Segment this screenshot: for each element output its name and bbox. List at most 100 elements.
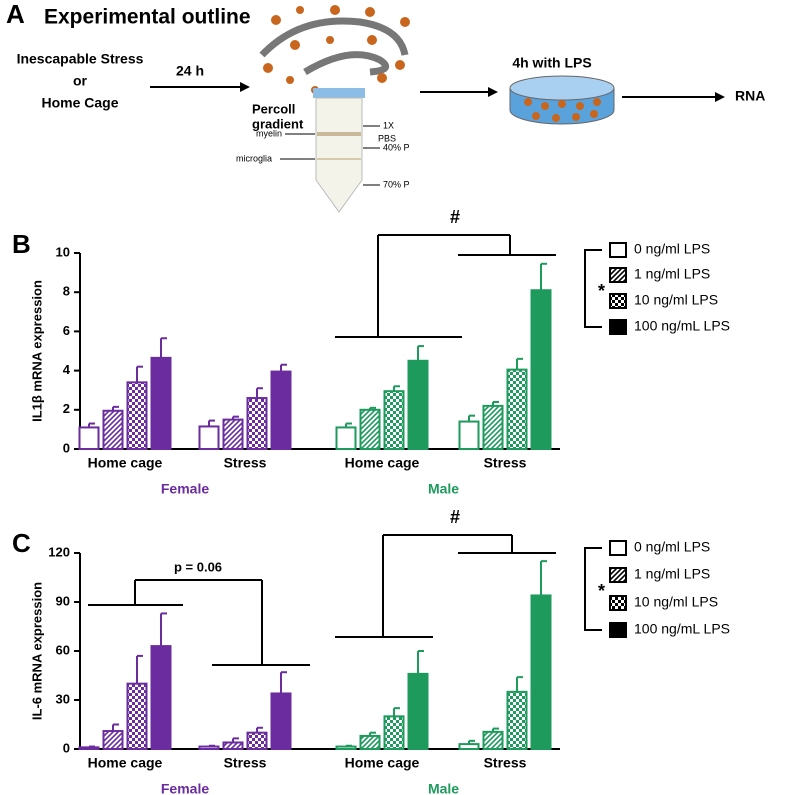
bar	[458, 743, 480, 750]
bar	[506, 368, 528, 450]
y-tick-label: 0	[63, 740, 70, 755]
annotation: #	[450, 507, 460, 527]
legend-label: 0 ng/ml LPS	[634, 241, 710, 257]
bar	[150, 356, 172, 450]
bar	[126, 682, 148, 751]
legend-swatch	[609, 242, 627, 258]
group-label: Female	[161, 481, 209, 497]
bar	[270, 692, 292, 751]
bar	[506, 690, 528, 750]
y-tick-label: 2	[63, 401, 70, 416]
bar	[407, 359, 429, 450]
legend-swatch	[609, 540, 627, 556]
layer-label: 40% P	[383, 142, 410, 152]
x-tick-label: Home cage	[345, 455, 420, 471]
bar	[78, 746, 100, 750]
bar	[482, 730, 504, 750]
myelin-label: myelin	[256, 128, 282, 138]
x-tick-label: Stress	[484, 455, 527, 471]
y-axis-label: IL1β mRNA expression	[29, 280, 44, 422]
legend-swatch	[609, 293, 627, 309]
outline-panel: A Experimental outline Inescapable Stres…	[6, 0, 765, 213]
tube-band	[317, 132, 361, 136]
group-label: Male	[428, 781, 459, 795]
bar	[246, 397, 268, 451]
legend-label: 10 ng/ml LPS	[634, 292, 718, 308]
panel-label: A	[6, 0, 25, 29]
bar	[407, 672, 429, 750]
x-tick-label: Stress	[224, 755, 267, 771]
condition: Home Cage	[41, 95, 118, 111]
y-tick-label: 90	[56, 593, 70, 608]
x-tick-label: Stress	[484, 755, 527, 771]
arrow-head	[240, 82, 250, 92]
bar	[222, 741, 244, 751]
legend-label: 1 ng/ml LPS	[634, 566, 710, 582]
y-tick-label: 6	[63, 323, 70, 338]
microglia-icons	[524, 98, 601, 122]
tube-band	[317, 158, 361, 160]
bar	[246, 731, 268, 751]
condition: Inescapable Stress	[17, 51, 144, 67]
y-tick-label: 8	[63, 284, 70, 299]
layer-label: 70% P	[383, 179, 410, 189]
y-axis-label: IL-6 mRNA expression	[29, 582, 44, 720]
legend-swatch	[609, 567, 627, 583]
legend-label: 100 ng/mL LPS	[634, 318, 730, 334]
bar	[102, 730, 124, 750]
bar	[126, 381, 148, 450]
bar	[198, 425, 220, 450]
y-tick-label: 30	[56, 691, 70, 706]
tube-cap	[313, 88, 365, 98]
bar	[458, 420, 480, 450]
layer-label: 1X	[383, 120, 394, 130]
bar	[335, 426, 357, 451]
bar	[78, 426, 100, 451]
bar	[482, 404, 504, 451]
y-tick-label: 120	[48, 544, 70, 559]
output-label: RNA	[735, 88, 765, 104]
annotation: *	[598, 581, 605, 601]
percoll-label: Percoll	[252, 101, 295, 116]
legend-swatch	[609, 319, 627, 335]
percoll-label: gradient	[252, 116, 304, 131]
y-tick-label: 0	[63, 440, 70, 455]
bar	[335, 745, 357, 750]
legend-swatch	[609, 267, 627, 283]
legend-swatch	[609, 622, 627, 638]
bar	[359, 408, 381, 450]
annotation: p = 0.06	[174, 559, 222, 574]
brain-icon	[259, 17, 409, 58]
legend-label: 10 ng/ml LPS	[634, 594, 718, 610]
microglia-label: microglia	[236, 153, 272, 163]
x-tick-label: Home cage	[88, 755, 163, 771]
bar	[270, 370, 292, 450]
y-tick-label: 4	[63, 362, 71, 377]
bar	[530, 594, 552, 751]
bar	[383, 390, 405, 450]
legend-swatch	[609, 595, 627, 611]
delay-label: 24 h	[176, 63, 204, 79]
annotation: #	[450, 207, 460, 227]
condition-or: or	[73, 73, 88, 89]
y-tick-label: 10	[56, 244, 70, 259]
panel-label: B	[12, 229, 31, 259]
tube	[315, 97, 363, 213]
arrow-head	[488, 87, 498, 97]
incubation-label: 4h with LPS	[512, 55, 591, 71]
x-tick-label: Home cage	[345, 755, 420, 771]
layer-label: PBS	[378, 133, 396, 143]
group-label: Female	[161, 781, 209, 795]
y-tick-label: 60	[56, 642, 70, 657]
legend-label: 1 ng/ml LPS	[634, 266, 710, 282]
x-tick-label: Stress	[224, 455, 267, 471]
brain-icon	[303, 51, 390, 76]
x-tick-label: Home cage	[88, 455, 163, 471]
bar	[383, 715, 405, 750]
legend-bracket	[584, 249, 602, 328]
dish-top	[509, 75, 615, 101]
bar	[198, 745, 220, 750]
legend-bracket	[584, 547, 602, 631]
bar	[530, 289, 552, 450]
